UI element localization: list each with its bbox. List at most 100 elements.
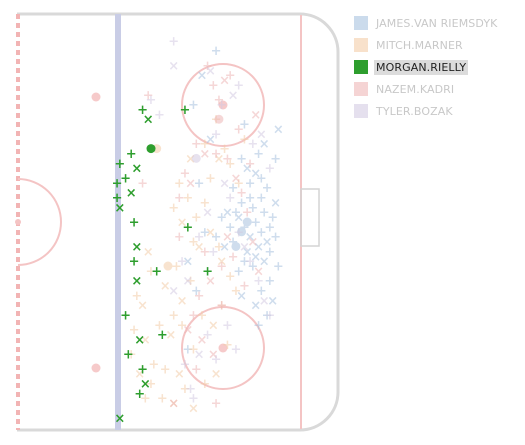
shot-mark[interactable]: ×: [205, 225, 216, 240]
shot-mark[interactable]: +: [182, 343, 193, 358]
shot-mark[interactable]: +: [222, 338, 233, 353]
shot-mark[interactable]: ×: [134, 333, 145, 348]
shot-mark[interactable]: ×: [177, 294, 188, 309]
shot-mark[interactable]: +: [211, 353, 222, 368]
shot-mark[interactable]: +: [264, 162, 275, 177]
shot-mark[interactable]: +: [228, 235, 239, 250]
shot-mark[interactable]: +: [245, 157, 256, 172]
shot-mark[interactable]: ×: [245, 230, 256, 245]
shot-mark[interactable]: +: [225, 191, 236, 206]
shot-mark[interactable]: +: [129, 255, 140, 270]
shot-mark[interactable]: ×: [168, 397, 179, 412]
shot-mark[interactable]: +: [185, 382, 196, 397]
shot-mark[interactable]: +: [120, 308, 131, 323]
shot-mark[interactable]: ×: [137, 299, 148, 314]
shot-mark[interactable]: ×: [213, 152, 224, 167]
shot-mark[interactable]: +: [199, 245, 210, 260]
shot-mark[interactable]: +: [256, 191, 267, 206]
shot-mark[interactable]: ×: [174, 367, 185, 382]
shot-mark[interactable]: +: [230, 206, 241, 221]
shot-mark[interactable]: +: [239, 220, 250, 235]
shot-mark[interactable]: +: [216, 299, 227, 314]
shot-mark[interactable]: +: [120, 171, 131, 186]
shot-mark[interactable]: ×: [222, 206, 233, 221]
shot-mark[interactable]: ×: [233, 211, 244, 226]
shot-mark[interactable]: +: [228, 250, 239, 265]
shot-mark[interactable]: ×: [273, 123, 284, 138]
shot-mark[interactable]: ×: [208, 318, 219, 333]
shot-mark[interactable]: +: [239, 132, 250, 147]
shot-mark[interactable]: +: [236, 186, 247, 201]
shot-mark[interactable]: +: [177, 318, 188, 333]
shot-mark[interactable]: ×: [250, 250, 261, 265]
shot-mark[interactable]: ×: [140, 377, 151, 392]
shot-mark[interactable]: +: [174, 176, 185, 191]
shot-mark[interactable]: ×: [134, 367, 145, 382]
shot-mark[interactable]: ×: [143, 113, 154, 128]
shot-mark[interactable]: ×: [216, 255, 227, 270]
shot-mark[interactable]: +: [211, 127, 222, 142]
shot-mark[interactable]: +: [188, 308, 199, 323]
shot-mark[interactable]: ×: [256, 127, 267, 142]
shot-mark[interactable]: +: [194, 289, 205, 304]
shot-mark[interactable]: ×: [250, 299, 261, 314]
goal-mark[interactable]: [231, 241, 241, 251]
shot-mark[interactable]: ×: [250, 108, 261, 123]
legend-item-james-van-riemsdyk[interactable]: JAMES.VAN RIEMSDYK: [354, 12, 499, 34]
shot-mark[interactable]: ×: [182, 323, 193, 338]
shot-mark[interactable]: +: [180, 357, 191, 372]
shot-mark[interactable]: +: [194, 230, 205, 245]
shot-mark[interactable]: +: [213, 240, 224, 255]
shot-mark[interactable]: ×: [222, 230, 233, 245]
shot-mark[interactable]: +: [151, 264, 162, 279]
shot-mark[interactable]: +: [202, 59, 213, 74]
shot-mark[interactable]: +: [157, 392, 168, 407]
shot-mark[interactable]: ×: [242, 162, 253, 177]
shot-mark[interactable]: +: [191, 362, 202, 377]
shot-mark[interactable]: +: [228, 181, 239, 196]
shot-mark[interactable]: ×: [168, 284, 179, 299]
shot-mark[interactable]: ×: [185, 176, 196, 191]
shot-mark[interactable]: +: [239, 255, 250, 270]
shot-mark[interactable]: +: [264, 245, 275, 260]
shot-mark[interactable]: ×: [168, 397, 179, 412]
shot-mark[interactable]: ×: [131, 240, 142, 255]
shot-mark[interactable]: ×: [259, 137, 270, 152]
shot-mark[interactable]: ×: [202, 206, 213, 221]
shot-mark[interactable]: +: [222, 318, 233, 333]
goal-mark[interactable]: [191, 153, 201, 163]
shot-mark[interactable]: +: [191, 211, 202, 226]
shot-mark[interactable]: +: [140, 392, 151, 407]
shot-mark[interactable]: +: [154, 318, 165, 333]
shot-mark[interactable]: +: [168, 308, 179, 323]
shot-mark[interactable]: +: [211, 147, 222, 162]
shot-mark[interactable]: ×: [219, 240, 230, 255]
shot-mark[interactable]: ×: [205, 64, 216, 79]
shot-mark[interactable]: +: [177, 255, 188, 270]
shot-mark[interactable]: ×: [185, 152, 196, 167]
shot-mark[interactable]: ×: [267, 294, 278, 309]
shot-mark[interactable]: +: [247, 137, 258, 152]
shot-mark[interactable]: ×: [199, 147, 210, 162]
shot-mark[interactable]: +: [171, 260, 182, 275]
shot-mark[interactable]: +: [168, 201, 179, 216]
shot-mark[interactable]: +: [222, 152, 233, 167]
shot-mark[interactable]: +: [262, 308, 273, 323]
legend-item-tyler-bozak[interactable]: TYLER.BOZAK: [354, 100, 499, 122]
shot-mark[interactable]: +: [264, 308, 275, 323]
shot-mark[interactable]: ×: [219, 74, 230, 89]
shot-mark[interactable]: +: [239, 279, 250, 294]
shot-mark[interactable]: +: [202, 328, 213, 343]
shot-mark[interactable]: +: [264, 274, 275, 289]
shot-mark[interactable]: +: [196, 308, 207, 323]
shot-mark[interactable]: +: [262, 181, 273, 196]
shot-mark[interactable]: +: [233, 176, 244, 191]
shot-mark[interactable]: ×: [114, 411, 125, 426]
shot-mark[interactable]: +: [211, 44, 222, 59]
shot-mark[interactable]: +: [137, 103, 148, 118]
shot-mark[interactable]: ×: [196, 333, 207, 348]
shot-mark[interactable]: ×: [205, 274, 216, 289]
shot-mark[interactable]: +: [146, 264, 157, 279]
legend-item-morgan-rielly[interactable]: MORGAN.RIELLY: [354, 56, 499, 78]
shot-mark[interactable]: ×: [236, 289, 247, 304]
